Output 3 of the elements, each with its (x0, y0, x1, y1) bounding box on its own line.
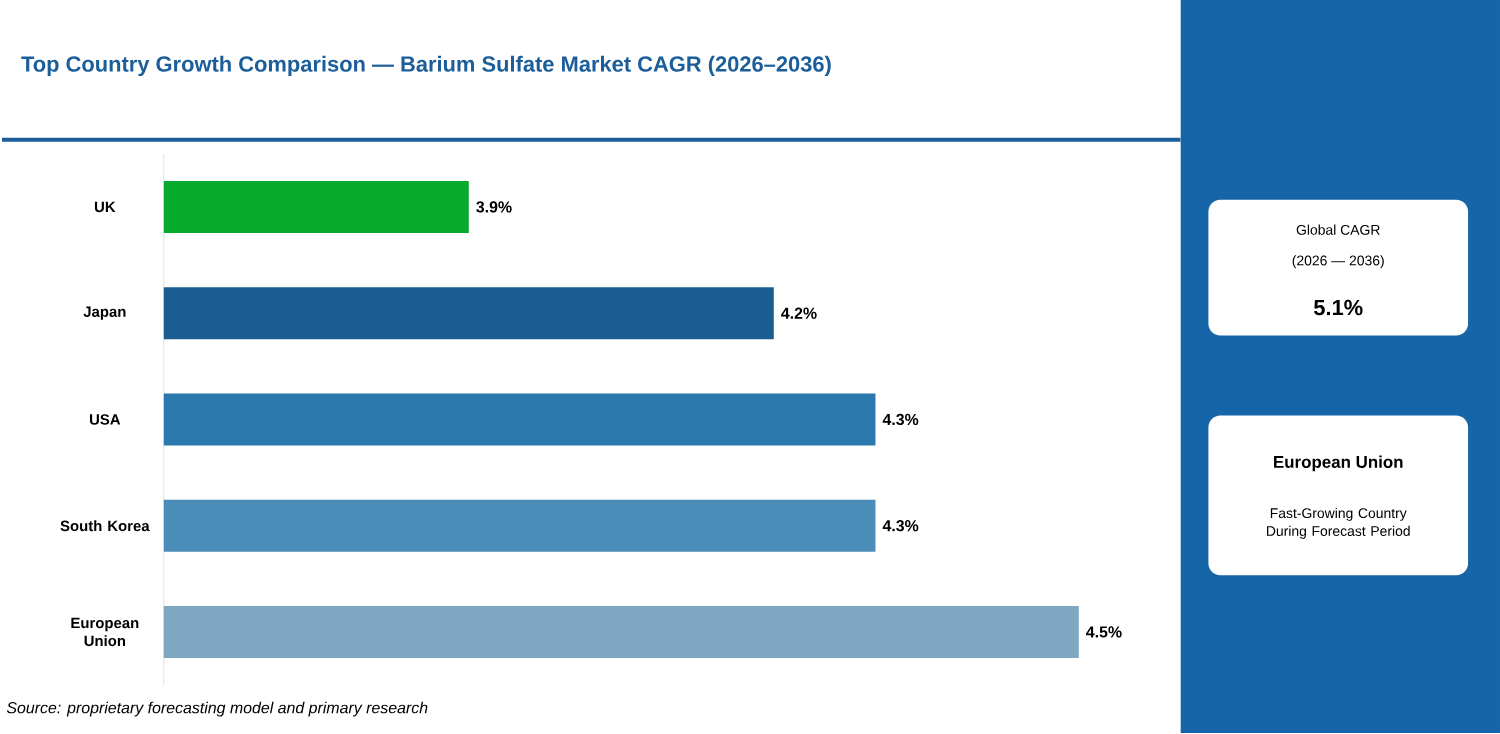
text: European Union (1274, 455, 1403, 472)
chart-title: Top Country Growth Comparison — Barium Sulfate Market CAGR (2026–2036) (21, 56, 831, 77)
text: 5.1% (1313, 300, 1363, 316)
